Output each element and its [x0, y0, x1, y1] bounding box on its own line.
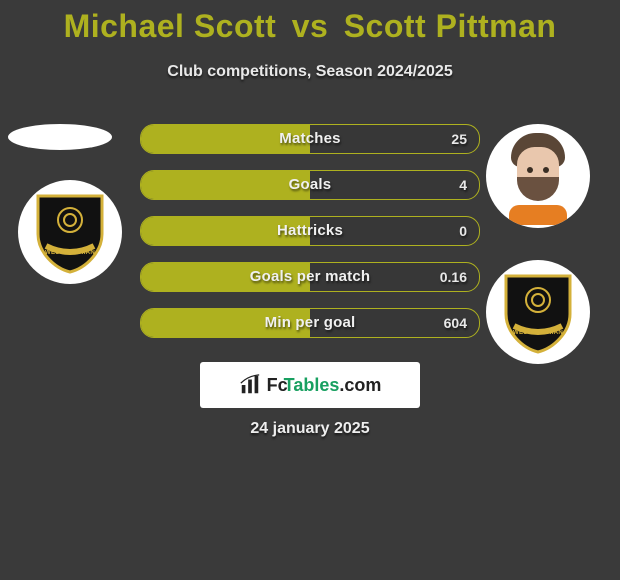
brand-domain: .com — [339, 375, 381, 395]
stats-block: Matches 25 Goals 4 Hattricks 0 Goals per… — [140, 124, 480, 354]
stat-value-right: 0 — [459, 217, 467, 245]
bar-chart-icon — [239, 374, 261, 396]
card-date: 24 january 2025 — [0, 420, 620, 438]
card-title: Michael Scott vs Scott Pittman — [0, 0, 620, 45]
stat-label: Min per goal — [141, 309, 479, 337]
crest-subtext: WEST LOTHIAN — [501, 330, 574, 336]
stat-row-mpg: Min per goal 604 — [140, 308, 480, 338]
stat-row-matches: Matches 25 — [140, 124, 480, 154]
stat-label: Matches — [141, 125, 479, 153]
shield-icon: WEST LOTHIAN — [34, 190, 106, 274]
player2-avatar — [486, 124, 590, 228]
card-subtitle: Club competitions, Season 2024/2025 — [0, 63, 620, 81]
stat-value-right: 25 — [451, 125, 467, 153]
title-player1: Michael Scott — [64, 8, 277, 44]
stat-label: Goals — [141, 171, 479, 199]
stat-row-hattricks: Hattricks 0 — [140, 216, 480, 246]
face-icon — [503, 133, 573, 219]
title-vs: vs — [292, 8, 329, 44]
brand-tables: Tables — [284, 375, 340, 395]
crest-subtext: WEST LOTHIAN — [33, 250, 106, 256]
stat-value-right: 604 — [444, 309, 467, 337]
stat-label: Hattricks — [141, 217, 479, 245]
player1-avatar — [8, 124, 112, 150]
stat-row-goals: Goals 4 — [140, 170, 480, 200]
stat-value-right: 0.16 — [440, 263, 467, 291]
stat-row-gpm: Goals per match 0.16 — [140, 262, 480, 292]
shield-icon: WEST LOTHIAN — [502, 270, 574, 354]
comparison-card: Michael Scott vs Scott Pittman Club comp… — [0, 0, 620, 580]
fctables-link[interactable]: FcTables.com — [200, 362, 420, 408]
brand-text: FcTables.com — [267, 375, 382, 396]
stat-label: Goals per match — [141, 263, 479, 291]
player1-club-crest: WEST LOTHIAN — [18, 180, 122, 284]
stat-value-right: 4 — [459, 171, 467, 199]
title-player2: Scott Pittman — [344, 8, 557, 44]
player2-club-crest: WEST LOTHIAN — [486, 260, 590, 364]
